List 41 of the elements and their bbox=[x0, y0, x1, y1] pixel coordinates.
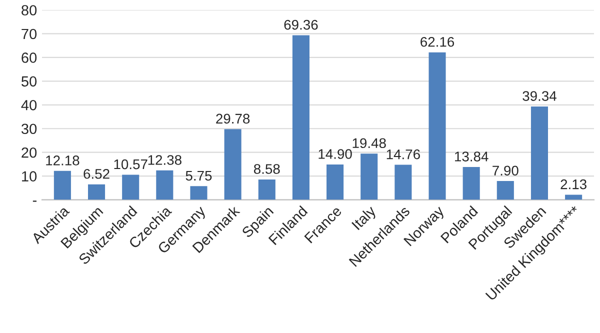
y-tick-label: 10 bbox=[22, 171, 37, 182]
bar bbox=[224, 129, 242, 200]
data-label: 6.52 bbox=[84, 168, 110, 179]
y-tick-label: 70 bbox=[22, 28, 37, 40]
y-tick-label: - bbox=[32, 200, 36, 202]
data-label: 10.57 bbox=[114, 159, 148, 170]
bar bbox=[565, 194, 582, 200]
y-tick-label: 20 bbox=[22, 147, 37, 158]
y-tick-label: 60 bbox=[22, 52, 37, 63]
bar bbox=[258, 179, 276, 200]
bar bbox=[292, 35, 310, 200]
y-tick-label: 30 bbox=[21, 124, 37, 134]
bar bbox=[156, 170, 174, 200]
bar bbox=[394, 164, 412, 200]
data-label: 8.58 bbox=[254, 164, 280, 174]
bar bbox=[122, 174, 140, 200]
data-label: 12.38 bbox=[148, 155, 182, 165]
bar bbox=[190, 186, 208, 200]
data-label: 29.78 bbox=[216, 114, 250, 124]
data-label: 5.75 bbox=[186, 170, 212, 181]
bar bbox=[360, 154, 378, 200]
data-label: 19.48 bbox=[352, 138, 386, 148]
data-label: 14.90 bbox=[318, 149, 352, 159]
y-tick-label: 50 bbox=[22, 76, 37, 87]
y-tick-label: 40 bbox=[21, 100, 37, 110]
data-label: 39.34 bbox=[522, 91, 556, 101]
data-label: 7.90 bbox=[492, 166, 518, 176]
bar bbox=[530, 106, 548, 200]
bar bbox=[462, 166, 480, 200]
bar bbox=[88, 184, 106, 200]
bar bbox=[496, 181, 514, 200]
bar bbox=[428, 52, 446, 200]
data-label: 69.36 bbox=[284, 20, 318, 30]
data-label: 2.13 bbox=[560, 179, 586, 190]
data-label: 13.84 bbox=[455, 152, 488, 162]
data-label: 12.18 bbox=[46, 156, 80, 166]
bar bbox=[54, 170, 71, 200]
bar bbox=[326, 164, 344, 200]
y-tick-label: 80 bbox=[22, 5, 37, 16]
data-label: 14.76 bbox=[386, 149, 420, 160]
data-label: 62.16 bbox=[420, 36, 454, 47]
